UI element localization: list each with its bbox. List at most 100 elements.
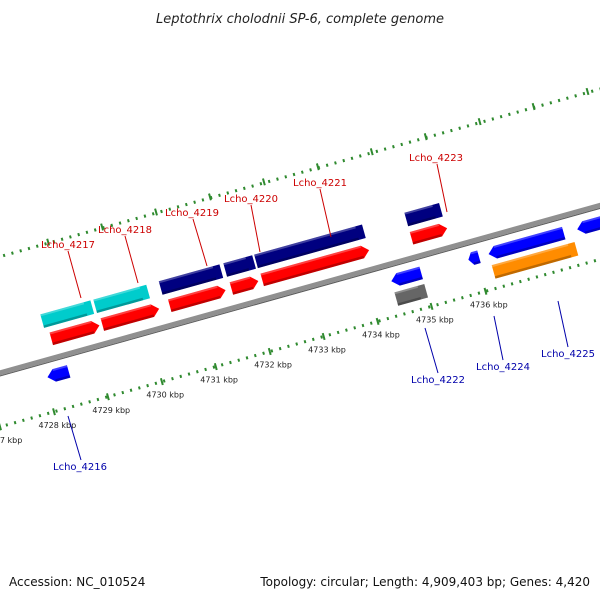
inner-tick-dot [543,272,547,277]
inner-tick-major [267,347,272,356]
gene-callout[interactable]: Lcho_4216 [53,415,107,473]
inner-tick-dot [63,407,67,411]
cds-reverse-arrow [488,226,566,259]
inner-tick-dot [560,268,564,272]
kbp-label: 4730 kbp [146,391,184,400]
inner-tick-dot [568,265,572,270]
gene-callout[interactable]: Lcho_4217 [41,240,95,299]
gene-label[interactable]: Lcho_4223 [409,153,463,164]
inner-tick-dot [179,374,183,379]
inner-tick-dot [154,381,158,386]
gray-feature [394,283,429,306]
inner-tick-dot [320,335,323,339]
inner-tick-dot [510,282,514,286]
outer-tick-dot [234,188,238,193]
inner-tick-dot [477,291,481,295]
linear-map-view[interactable]: 4727 kbp 4728 kbp 4729 kbp 4730 kbp 4731 kbp… [0,59,600,475]
gene-callout[interactable]: Lcho_4221 [293,178,347,238]
outer-tick-dot [516,110,520,114]
gene-label[interactable]: Lcho_4218 [98,225,152,236]
gene-callout[interactable]: Lcho_4220 [224,194,278,253]
gene-callout[interactable]: Lcho_4219 [165,208,219,267]
inner-tick-major [321,332,326,341]
map-title: Leptothrix cholodnii SP-6, complete geno… [156,12,444,27]
gene-label[interactable]: Lcho_4220 [224,194,278,205]
outer-tick-dot [193,200,196,204]
outer-tick-dot [44,242,47,246]
genome-backbone-shadow [0,173,600,407]
outer-tick-dot [60,237,64,241]
callout-line [192,218,208,267]
inner-tick-dot [535,275,539,279]
inner-tick-dot [378,319,381,323]
outer-tick-dot [126,219,130,223]
inner-tick-major [106,393,110,401]
outer-tick-dot [466,124,470,128]
outer-tick-dot [151,212,155,216]
inner-tick-dot [585,261,588,265]
navy-feature [404,203,443,227]
gene-callout[interactable]: Lcho_4223 [409,153,463,213]
inner-tick-dot [576,263,580,268]
inner-tick-dot [502,284,506,288]
navy-feature [158,264,224,295]
inner-tick-dot [195,370,199,374]
accession-label: Accession: NC_010524 [9,575,145,589]
outer-tick-dot [267,179,271,184]
inner-tick-dot [278,346,282,351]
inner-tick-dot [187,372,191,376]
gene-callout[interactable]: Lcho_4225 [541,300,595,360]
inner-tick-dot [311,337,315,342]
inner-tick-dot [411,309,415,314]
callout-line [319,188,332,238]
gene-label[interactable]: Lcho_4224 [476,362,530,373]
gene-callout[interactable]: Lcho_4222 [411,327,465,386]
callout-line [557,300,569,348]
gene-label[interactable]: Lcho_4221 [293,178,347,189]
inner-tick-dot [593,259,597,263]
inner-tick-major [213,362,218,371]
outer-tick-dot [276,177,279,181]
outer-tick-dot [176,205,180,209]
callout-line [493,315,504,361]
inner-tick-dot [146,383,149,388]
gene-label[interactable]: Lcho_4225 [541,349,595,360]
inner-tick-dot [403,312,406,316]
outer-tick-dot [408,140,412,144]
outer-tick-dot [27,246,31,251]
outer-tick-dot [19,249,23,253]
outer-tick-dot [458,126,462,130]
gene-callout[interactable]: Lcho_4218 [98,225,152,284]
kbp-label: 4731 kbp [200,376,238,385]
outer-tick-dot [441,131,445,135]
outer-tick-major [261,178,266,186]
inner-tick-dot [552,270,555,275]
outer-tick-dot [251,184,254,188]
inner-tick-dot [55,409,58,413]
inner-tick-dot [204,367,207,372]
gene-label[interactable]: Lcho_4217 [41,240,95,251]
outer-tick-dot [334,161,337,165]
kbp-label: 4735 kbp [416,315,454,324]
inner-tick-dot [518,279,522,284]
gene-label[interactable]: Lcho_4222 [411,375,465,386]
inner-tick-dot [369,321,373,325]
outer-tick-dot [400,142,404,147]
outer-tick-dot [582,91,586,96]
inner-tick-dot [328,333,332,337]
outer-tick-dot [292,172,296,177]
inner-tick-dot [229,360,232,365]
outer-tick-dot [541,103,544,107]
gene-label[interactable]: Lcho_4216 [53,462,107,473]
cds-forward-arrow [167,285,226,313]
outer-tick-major [46,238,51,246]
kbp-label: 4727 kbp [0,436,22,445]
inner-tick-major [375,317,380,326]
cds-reverse-arrow [391,266,423,286]
inner-tick-dot [353,326,357,330]
gene-callout[interactable]: Lcho_4224 [476,315,530,373]
outer-tick-major [315,163,320,171]
gene-label[interactable]: Lcho_4219 [165,208,219,219]
